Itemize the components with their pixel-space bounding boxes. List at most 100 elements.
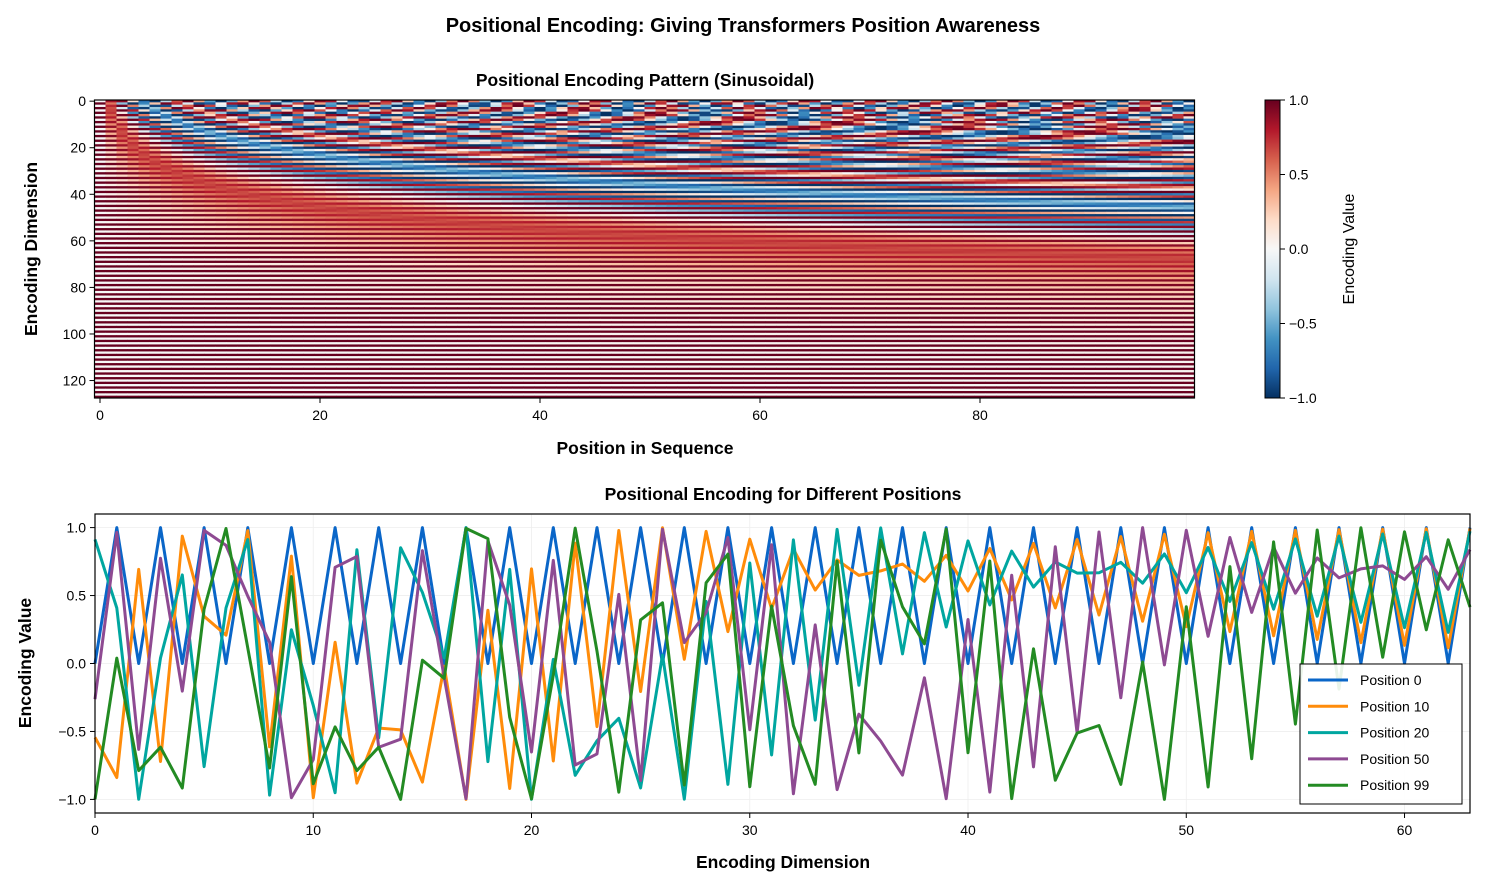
heatmap-cell (1029, 109, 1041, 112)
heatmap-cell (237, 127, 249, 131)
heatmap-cell (600, 148, 612, 152)
heatmap-cell (1018, 134, 1030, 138)
heatmap-cell (1161, 123, 1173, 126)
heatmap-cell (281, 174, 293, 178)
heatmap-cell (1029, 188, 1041, 192)
heatmap-cell (842, 109, 854, 112)
heatmap-cell (259, 193, 271, 196)
heatmap-cell (1051, 209, 1063, 213)
heatmap-cell (1062, 181, 1074, 185)
heatmap-cell (138, 193, 150, 196)
heatmap-cell (688, 132, 700, 136)
heatmap-cell (930, 127, 942, 131)
heatmap-cell (743, 209, 755, 213)
heatmap-cell (831, 167, 843, 171)
heatmap-cell (1106, 123, 1118, 126)
heatmap-cell (358, 116, 370, 119)
heatmap-cell (754, 209, 766, 213)
heatmap-cell (281, 209, 293, 213)
heatmap-cell (919, 202, 931, 206)
heatmap-cell (644, 116, 656, 119)
heatmap-cell (556, 211, 568, 215)
heatmap-cell (171, 209, 183, 213)
heatmap-cell (325, 100, 337, 103)
heatmap-cell (754, 123, 766, 126)
heatmap-cell (292, 106, 304, 110)
heatmap-cell (600, 183, 612, 187)
heatmap-cell (215, 148, 227, 152)
heatmap-cell (105, 130, 117, 133)
heatmap-cell (1084, 120, 1096, 124)
heatmap-cell (820, 137, 832, 140)
heatmap-cell (160, 155, 172, 159)
heatmap-cell (116, 186, 128, 189)
heatmap-cell (193, 123, 205, 126)
heatmap-cell (314, 183, 326, 187)
heatmap-cell (303, 195, 315, 199)
heatmap-cell (754, 109, 766, 112)
heatmap-cell (138, 144, 150, 147)
heatmap-cell (325, 193, 337, 196)
heatmap-cell (490, 109, 502, 112)
heatmap-cell (1139, 188, 1151, 192)
heatmap-cell (270, 167, 282, 171)
heatmap-cell (996, 186, 1008, 189)
heatmap-cell (545, 176, 557, 180)
heatmap-cell (1040, 120, 1052, 124)
heatmap-cell (886, 165, 898, 168)
heatmap-cell (204, 127, 216, 131)
heatmap-cell (347, 123, 359, 126)
heatmap-cell (600, 211, 612, 215)
heatmap-cell (600, 158, 612, 161)
heatmap-cell (446, 209, 458, 213)
heatmap-cell (908, 120, 920, 124)
heatmap-cell (589, 176, 601, 180)
heatmap-cell (259, 179, 271, 182)
heatmap-cell (1139, 100, 1151, 103)
heatmap-cell (347, 167, 359, 171)
heatmap-cell (743, 207, 755, 210)
heatmap-cell (358, 125, 370, 129)
heatmap-cell (776, 130, 788, 133)
heatmap-cell (94, 193, 106, 196)
heatmap-cell (446, 118, 458, 122)
heatmap-cell (699, 139, 711, 143)
heatmap-cell (787, 172, 799, 175)
heatmap-cell (1051, 151, 1063, 154)
heatmap-cell (259, 130, 271, 133)
heatmap-cell (94, 148, 106, 152)
heatmap-cell (347, 151, 359, 154)
heatmap-cell (479, 172, 491, 175)
heatmap-cell (1117, 165, 1129, 168)
heatmap-cell (369, 144, 381, 147)
heatmap-cell (523, 209, 535, 213)
heatmap-cell (908, 165, 920, 168)
heatmap-cell (732, 158, 744, 161)
heatmap-cell (1073, 123, 1085, 126)
heatmap-cell (303, 202, 315, 206)
heatmap-cell (1029, 202, 1041, 206)
heatmap-cell (897, 132, 909, 136)
heatmap-cell (820, 186, 832, 189)
heatmap-cell (1084, 165, 1096, 168)
heatmap-cell (622, 207, 634, 210)
heatmap-cell (732, 200, 744, 203)
heatmap-cell (391, 109, 403, 112)
heatmap-cell (435, 146, 447, 150)
heatmap-cell (248, 139, 260, 143)
heatmap-cell (435, 181, 447, 185)
heatmap-cell (1183, 130, 1195, 133)
heatmap-cell (237, 113, 249, 117)
heatmap-cell (248, 151, 260, 154)
heatmap-cell (1084, 146, 1096, 150)
heatmap-cell (1172, 137, 1184, 140)
heatmap-cell (1062, 130, 1074, 133)
heatmap-cell (1139, 193, 1151, 196)
heatmap-cell (941, 200, 953, 203)
heatmap-cell (732, 102, 744, 105)
heatmap-cell (875, 186, 887, 189)
heatmap-cell (446, 111, 458, 115)
heatmap-cell (655, 104, 667, 108)
heatmap-cell (391, 162, 403, 166)
heatmap-cell (765, 190, 777, 194)
